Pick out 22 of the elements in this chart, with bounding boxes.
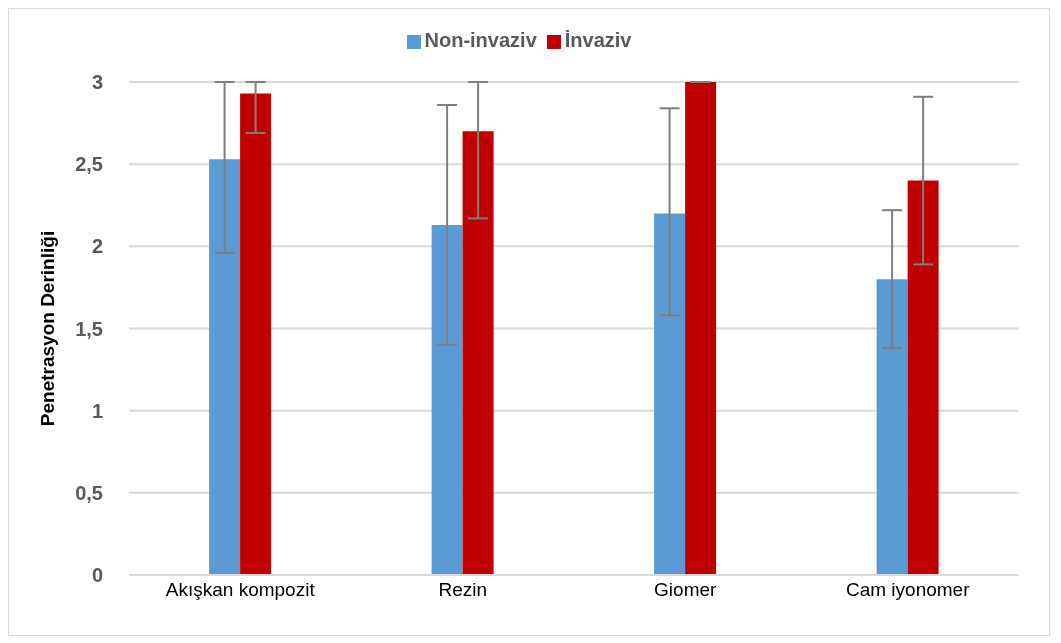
bar: [462, 131, 494, 575]
bar: [685, 82, 717, 575]
y-tick-label: 1: [91, 399, 103, 422]
y-tick-label: 2: [91, 235, 103, 258]
legend-label: İnvaziv: [564, 29, 632, 51]
x-tick-label: Rezin: [438, 579, 488, 601]
x-tick-label: Cam iyonomer: [845, 579, 971, 601]
x-tick-label: Akışkan kompozit: [165, 579, 316, 601]
y-tick-label: 0,5: [75, 481, 103, 504]
bar: [907, 180, 939, 575]
y-axis-title: Penetrasyon Derinliği: [36, 230, 58, 427]
y-tick-label: 3: [91, 71, 103, 94]
y-tick-label: 0: [91, 564, 103, 587]
legend-label: Non-invaziv: [424, 29, 537, 51]
y-tick-label: 1,5: [75, 317, 103, 340]
bar: [209, 159, 241, 575]
y-tick-label: 2,5: [75, 153, 103, 176]
bar: [654, 213, 686, 575]
x-tick-label: Giomer: [654, 579, 718, 601]
bar: [876, 279, 908, 575]
bar: [240, 93, 272, 575]
bar: [431, 224, 463, 575]
